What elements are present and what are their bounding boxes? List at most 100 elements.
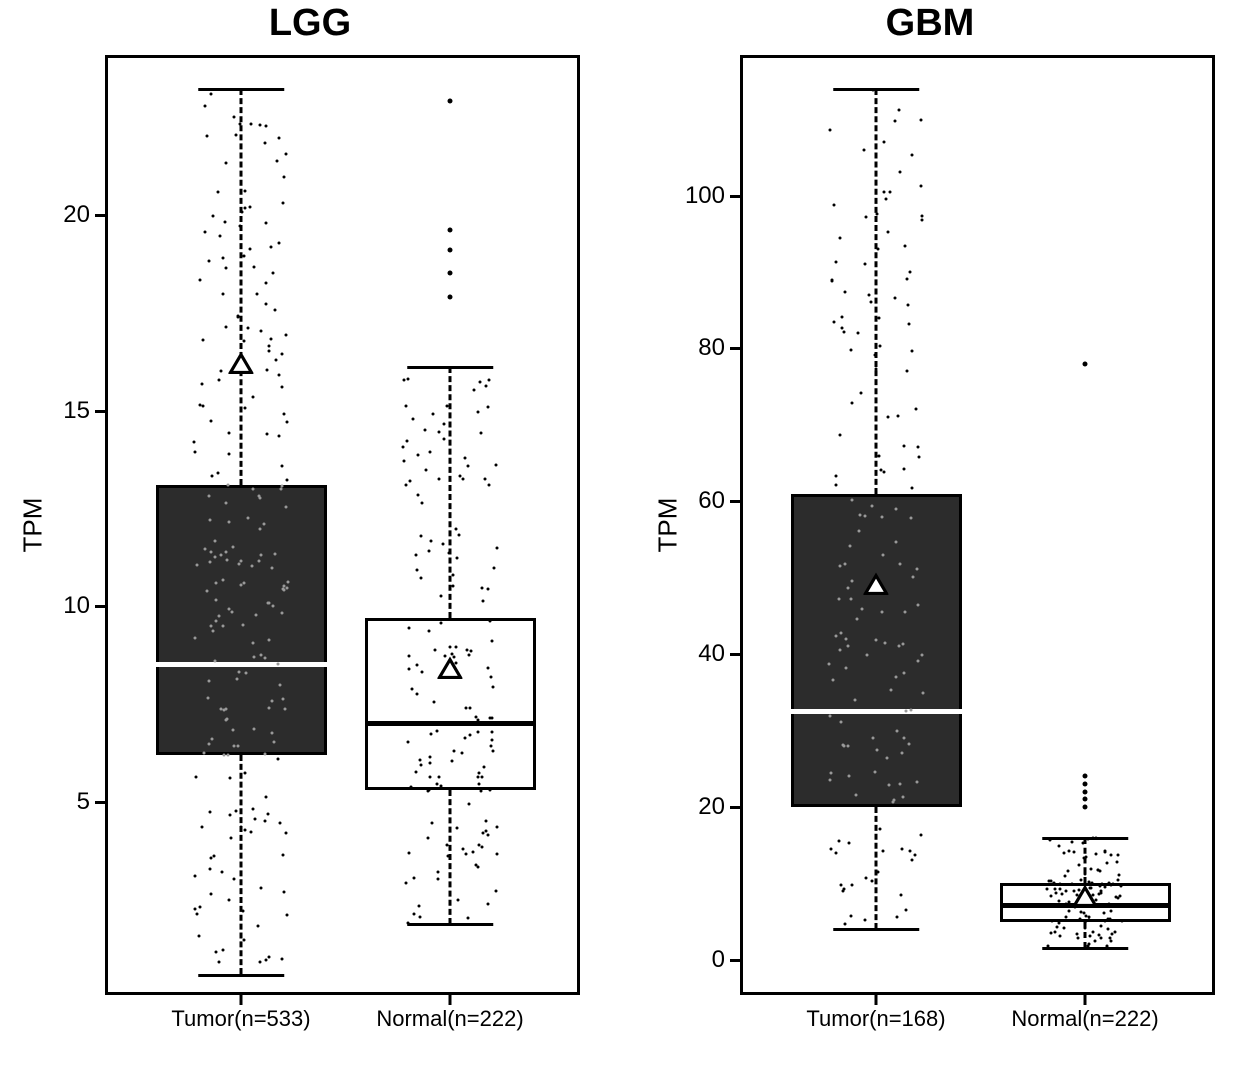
jitter-point [897,108,900,111]
box-normal [365,618,536,790]
jitter-point [212,215,215,218]
jitter-point [286,587,289,590]
jitter-point [1102,911,1105,914]
jitter-point [268,707,271,710]
jitter-point [1062,851,1065,854]
jitter-point [894,120,897,123]
jitter-point [880,611,883,614]
outlier-point [1083,361,1088,366]
jitter-point [224,502,227,505]
jitter-point [246,517,249,520]
jitter-point [222,624,225,627]
jitter-point [420,534,423,537]
jitter-point [865,215,868,218]
jitter-point [480,587,483,590]
jitter-point [834,851,837,854]
jitter-point [415,568,418,571]
jitter-point [269,246,272,249]
jitter-point [912,575,915,578]
jitter-point [487,483,490,486]
jitter-point [908,849,911,852]
y-axis-label: TPM [653,498,684,553]
jitter-point [218,234,221,237]
jitter-point [875,213,878,216]
jitter-point [269,337,272,340]
jitter-point [445,843,448,846]
jitter-point [1082,842,1085,845]
jitter-point [898,562,901,565]
jitter-point [222,257,225,260]
y-tick-label: 20 [698,793,725,821]
jitter-point [241,210,244,213]
jitter-point [1078,863,1081,866]
jitter-point [459,475,462,478]
jitter-point [285,914,288,917]
jitter-point [446,404,449,407]
jitter-point [495,890,498,893]
jitter-point [452,585,455,588]
jitter-point [406,377,409,380]
jitter-point [203,548,206,551]
jitter-point [1070,841,1073,844]
jitter-point [263,523,266,526]
jitter-point [218,960,221,963]
jitter-point [427,549,430,552]
jitter-point [410,687,413,690]
jitter-point [898,645,901,648]
jitter-point [878,827,881,830]
jitter-point [271,567,274,570]
jitter-point [424,429,427,432]
jitter-point [406,741,409,744]
jitter-point [887,784,890,787]
jitter-point [1087,943,1090,946]
jitter-point [1055,926,1058,929]
jitter-point [454,661,457,664]
jitter-point [403,460,406,463]
jitter-point [856,618,859,621]
jitter-point [452,750,455,753]
jitter-point [221,870,224,873]
jitter-point [920,184,923,187]
whisker-cap-upper [198,88,284,91]
outlier-point [448,271,453,276]
jitter-point [480,431,483,434]
jitter-point [839,433,842,436]
jitter-point [265,368,268,371]
jitter-point [199,279,202,282]
jitter-point [281,353,284,356]
jitter-point [194,874,197,877]
jitter-point [424,469,427,472]
jitter-point [212,630,215,633]
jitter-point [214,539,217,542]
jitter-point [198,905,201,908]
jitter-point [1076,933,1079,936]
jitter-point [858,513,861,516]
jitter-point [905,909,908,912]
jitter-point [462,477,465,480]
jitter-point [265,125,268,128]
x-axis-label: Normal(n=222) [376,1006,523,1032]
jitter-point [838,839,841,842]
jitter-point [419,576,422,579]
jitter-point [895,540,898,543]
jitter-point [900,847,903,850]
whisker-cap-lower [833,928,919,931]
jitter-point [266,602,269,605]
median-line [156,662,327,667]
jitter-point [1086,838,1089,841]
jitter-point [910,859,913,862]
y-tick [730,806,740,809]
y-tick-label: 20 [63,201,90,229]
jitter-point [1057,900,1060,903]
jitter-point [903,245,906,248]
jitter-point [1094,853,1097,856]
outlier-point [448,294,453,299]
jitter-point [232,546,235,549]
jitter-point [201,339,204,342]
jitter-point [1047,880,1050,883]
jitter-point [204,104,207,107]
jitter-point [1053,888,1056,891]
jitter-point [1092,930,1095,933]
jitter-point [894,676,897,679]
jitter-point [247,326,250,329]
